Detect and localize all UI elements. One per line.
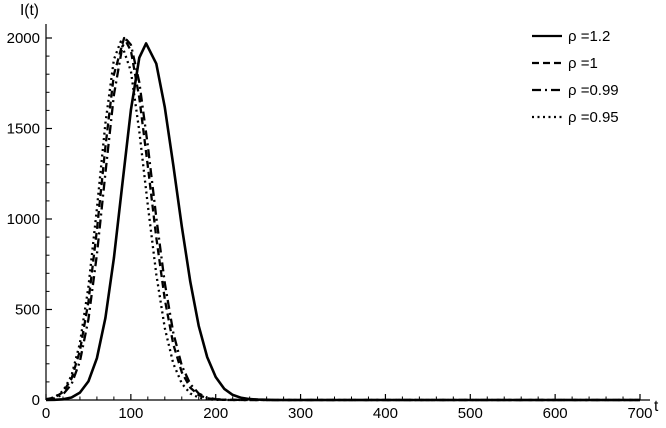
x-tick-label: 600 xyxy=(543,405,568,422)
legend-label: ρ =0.99 xyxy=(568,82,619,99)
x-tick-label: 700 xyxy=(627,405,652,422)
x-tick-label: 500 xyxy=(458,405,483,422)
y-tick-label: 1500 xyxy=(7,121,40,138)
x-tick-label: 0 xyxy=(42,405,50,422)
x-tick-label: 100 xyxy=(118,405,143,422)
x-tick-label: 300 xyxy=(288,405,313,422)
y-axis-label: I(t) xyxy=(20,2,39,19)
x-tick-label: 200 xyxy=(203,405,228,422)
series-curve-0 xyxy=(45,42,640,402)
legend-label: ρ =1.2 xyxy=(568,28,610,45)
series-curve-1 xyxy=(45,36,640,402)
y-tick-label: 500 xyxy=(15,302,40,319)
x-axis-label: t xyxy=(654,398,659,415)
legend-label: ρ =0.95 xyxy=(568,109,619,126)
legend-label: ρ =1 xyxy=(568,55,598,72)
y-tick-label: 2000 xyxy=(7,30,40,47)
series-curve-2 xyxy=(45,38,640,402)
x-tick-label: 400 xyxy=(373,405,398,422)
y-tick-label: 1000 xyxy=(7,211,40,228)
y-tick-label: 0 xyxy=(32,392,40,409)
series-curve-3 xyxy=(45,40,640,402)
